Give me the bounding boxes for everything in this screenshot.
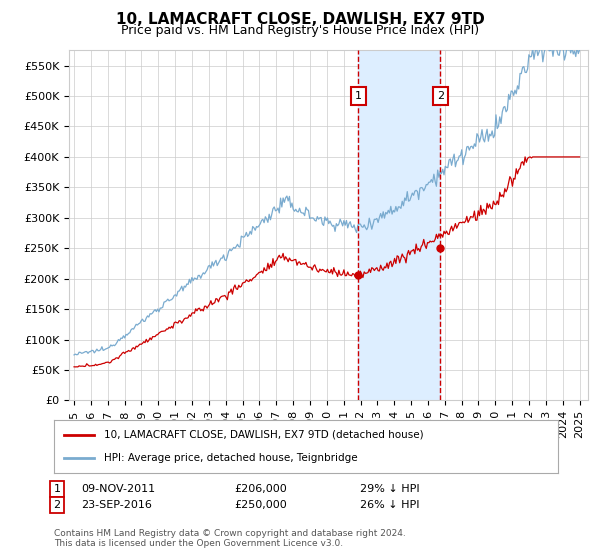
- Text: 29% ↓ HPI: 29% ↓ HPI: [360, 484, 419, 494]
- Text: Price paid vs. HM Land Registry's House Price Index (HPI): Price paid vs. HM Land Registry's House …: [121, 24, 479, 36]
- Text: 1: 1: [355, 91, 362, 101]
- Text: £206,000: £206,000: [234, 484, 287, 494]
- Text: £250,000: £250,000: [234, 500, 287, 510]
- Text: 26% ↓ HPI: 26% ↓ HPI: [360, 500, 419, 510]
- Text: 09-NOV-2011: 09-NOV-2011: [81, 484, 155, 494]
- Bar: [358, 50, 440, 400]
- Text: 2: 2: [53, 500, 61, 510]
- Text: 10, LAMACRAFT CLOSE, DAWLISH, EX7 9TD (detached house): 10, LAMACRAFT CLOSE, DAWLISH, EX7 9TD (d…: [104, 430, 424, 440]
- Text: HPI: Average price, detached house, Teignbridge: HPI: Average price, detached house, Teig…: [104, 453, 358, 463]
- Text: 23-SEP-2016: 23-SEP-2016: [81, 500, 152, 510]
- Text: Contains HM Land Registry data © Crown copyright and database right 2024.
This d: Contains HM Land Registry data © Crown c…: [54, 529, 406, 548]
- Text: 2: 2: [437, 91, 444, 101]
- Text: 1: 1: [53, 484, 61, 494]
- Text: 10, LAMACRAFT CLOSE, DAWLISH, EX7 9TD: 10, LAMACRAFT CLOSE, DAWLISH, EX7 9TD: [116, 12, 484, 27]
